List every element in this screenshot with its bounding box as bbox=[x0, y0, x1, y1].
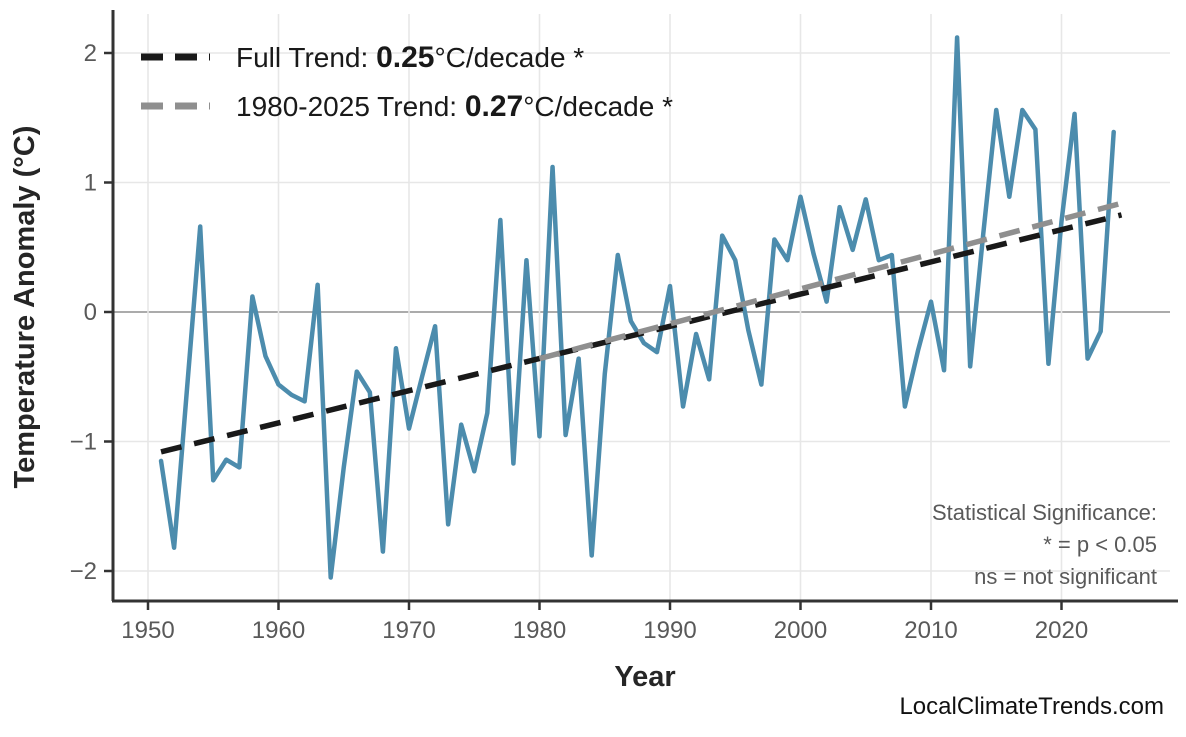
y-tick-label: −2 bbox=[70, 558, 97, 585]
data-series bbox=[158, 35, 1123, 580]
significance-annotation: Statistical Significance: * = p < 0.05 n… bbox=[932, 500, 1157, 589]
x-tick-label: 2020 bbox=[1035, 617, 1088, 644]
tick-labels: −2 −1 0 1 2 1950 1960 1970 1980 1990 2000 2010 2020 bbox=[70, 40, 1089, 644]
y-tick-label: 2 bbox=[84, 40, 97, 67]
recent-trend-legend-label: 1980-2025 Trend: 0.27°C/decade * bbox=[236, 90, 673, 123]
x-tick-label: 2010 bbox=[904, 617, 957, 644]
x-tick-label: 1980 bbox=[513, 617, 566, 644]
x-tick-label: 1960 bbox=[252, 617, 305, 644]
legend: Full Trend: 0.25°C/decade * 1980-2025 Tr… bbox=[141, 41, 673, 123]
annotation-line-3: ns = not significant bbox=[974, 564, 1157, 589]
full-trend-legend-label: Full Trend: 0.25°C/decade * bbox=[236, 41, 584, 74]
y-axis-title: Temperature Anomaly (°C) bbox=[9, 126, 41, 489]
annotation-line-2: * = p < 0.05 bbox=[1043, 532, 1157, 557]
y-tick-label: 0 bbox=[84, 299, 97, 326]
y-tick-label: −1 bbox=[70, 429, 97, 456]
x-tick-label: 2000 bbox=[774, 617, 827, 644]
watermark: LocalClimateTrends.com bbox=[899, 693, 1164, 720]
x-tick-label: 1990 bbox=[643, 617, 696, 644]
annotation-line-1: Statistical Significance: bbox=[932, 500, 1157, 525]
x-tick-label: 1970 bbox=[382, 617, 435, 644]
gridlines bbox=[113, 14, 1170, 601]
y-tick-label: 1 bbox=[84, 170, 97, 197]
x-axis-title: Year bbox=[614, 661, 675, 693]
x-tick-label: 1950 bbox=[121, 617, 174, 644]
axes bbox=[104, 10, 1178, 610]
